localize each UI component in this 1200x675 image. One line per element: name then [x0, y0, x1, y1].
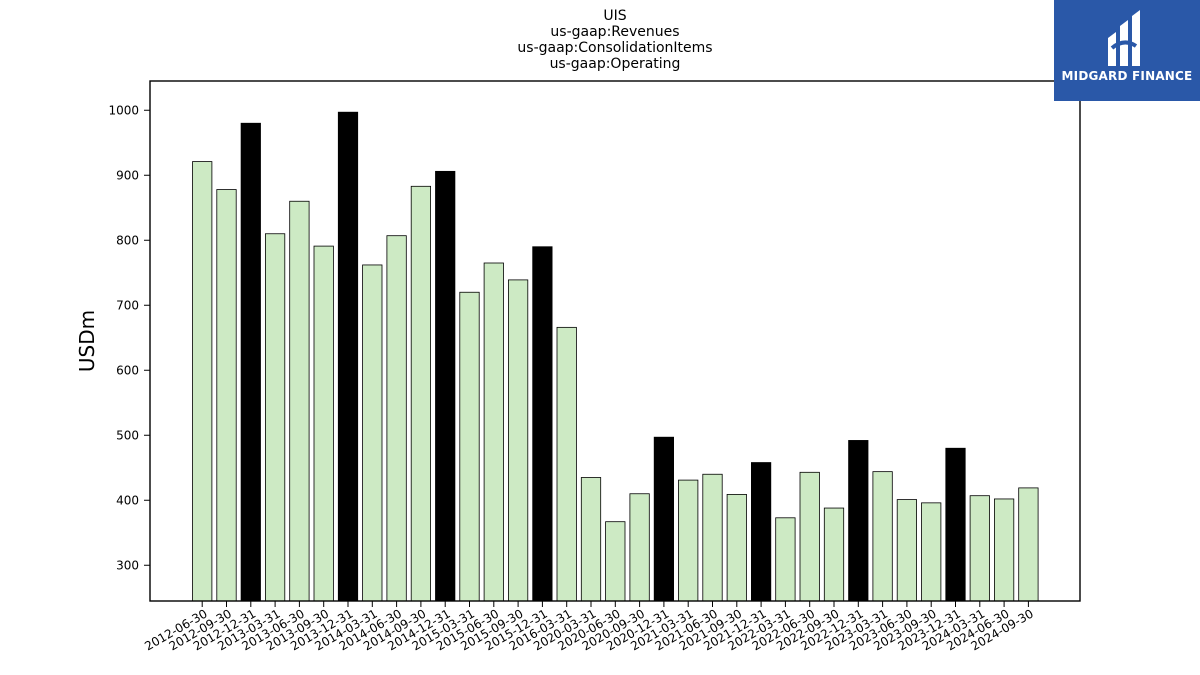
chart-title-line: us-gaap:Operating — [550, 56, 681, 72]
bar-2012-12-31 — [240, 122, 261, 602]
bar-2021-06-30 — [702, 473, 723, 602]
bar-2012-09-30 — [216, 189, 237, 602]
bar-2012-06-30 — [192, 161, 213, 602]
y-axis-label: USDm — [75, 310, 99, 372]
y-tick-label: 500 — [116, 428, 139, 442]
chart-title-line: UIS — [603, 8, 626, 24]
bar-2023-06-30 — [896, 499, 918, 602]
bar-2015-06-30 — [483, 262, 504, 602]
bar-2015-03-31 — [459, 291, 480, 602]
bar-2024-06-30 — [994, 498, 1015, 602]
bar-2021-03-31 — [678, 479, 699, 602]
y-tick-label: 300 — [116, 558, 139, 572]
bar-2021-12-31 — [751, 462, 772, 602]
x-axis: 2012-06-302012-09-302012-12-312013-03-31… — [142, 601, 1036, 653]
bar-2013-12-31 — [337, 111, 359, 602]
y-tick-label: 800 — [116, 233, 139, 247]
bar-2020-03-31 — [580, 477, 602, 602]
bar-2020-09-30 — [629, 493, 650, 602]
bar-2024-09-30 — [1018, 487, 1039, 602]
chart-title-line: us-gaap:Revenues — [550, 24, 679, 40]
y-tick-label: 600 — [116, 363, 139, 377]
bar-2014-03-31 — [362, 264, 383, 602]
midgard-finance-logo: MIDGARD FINANCE — [1054, 0, 1200, 101]
bar-2021-09-30 — [726, 493, 747, 602]
bar-2022-12-31 — [848, 440, 869, 602]
y-axis: 300 400 500 600 700 800 900 1000 — [108, 103, 150, 572]
logo-mark-icon — [1108, 10, 1140, 66]
bar-2015-09-30 — [507, 279, 529, 602]
bar-2023-03-31 — [872, 471, 893, 602]
bar-2022-06-30 — [799, 471, 820, 602]
bar-2020-06-30 — [605, 521, 626, 602]
bar-2013-03-31 — [264, 233, 286, 602]
bar-2024-03-31 — [969, 495, 990, 602]
bar-2014-06-30 — [386, 235, 407, 602]
bar-2014-12-31 — [435, 170, 456, 602]
bar-2022-03-31 — [775, 517, 796, 602]
logo-text: MIDGARD FINANCE — [1061, 69, 1193, 83]
bar-2023-12-31 — [945, 447, 966, 602]
plot-frame — [149, 80, 1081, 602]
bar-2022-09-30 — [823, 507, 845, 602]
y-tick-label: 1000 — [108, 103, 139, 117]
bar-2020-12-31 — [653, 436, 675, 602]
bar-2023-09-30 — [921, 502, 942, 602]
chart-title: UISus-gaap:Revenuesus-gaap:Consolidation… — [517, 8, 712, 72]
y-tick-label: 900 — [116, 168, 139, 182]
bars — [192, 111, 1039, 602]
bar-2016-03-31 — [556, 326, 577, 602]
bar-2015-12-31 — [532, 246, 553, 602]
chart-title-line: us-gaap:ConsolidationItems — [517, 40, 712, 56]
bar-2014-09-30 — [410, 185, 432, 602]
y-tick-label: 400 — [116, 493, 139, 507]
y-tick-label: 700 — [116, 298, 139, 312]
bar-2013-06-30 — [289, 200, 310, 602]
bar-2013-09-30 — [313, 245, 334, 602]
